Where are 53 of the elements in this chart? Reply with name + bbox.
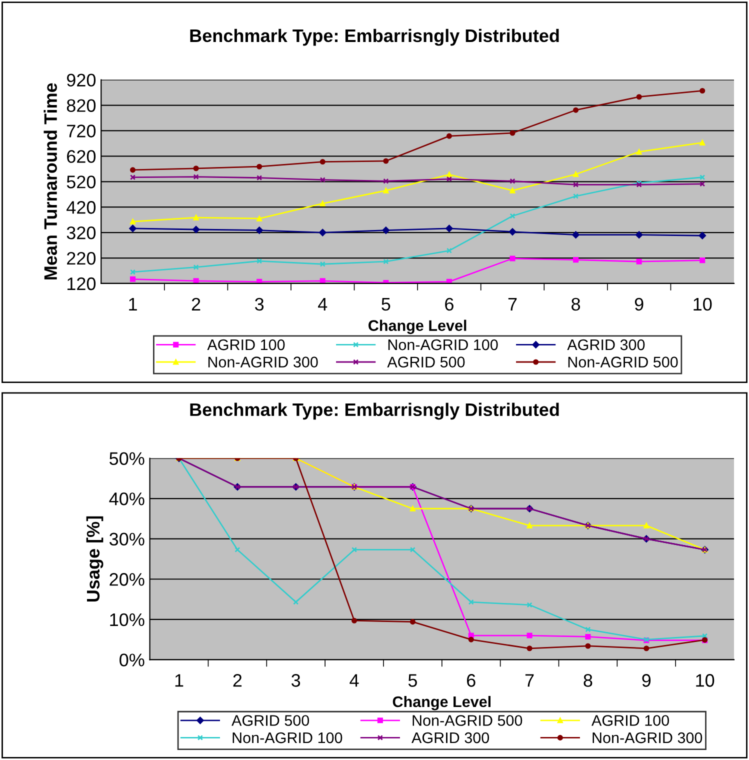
y-tick-label: 620: [67, 150, 96, 163]
x-tick-label: 10: [696, 674, 714, 687]
y-tick-label: 720: [67, 124, 96, 138]
x-tick-label: 2: [233, 674, 242, 687]
y-tick-label: 0%: [120, 654, 144, 666]
y-tick-label: 420: [66, 201, 96, 214]
x-tick-label: 9: [634, 298, 644, 311]
y-tick-label: 30%: [109, 532, 144, 546]
y-tick-label: 50%: [110, 452, 144, 465]
legend-label: Non-AGRID 100: [232, 732, 342, 744]
x-tick-label: 3: [292, 674, 300, 687]
y-tick-label: 820: [66, 99, 96, 112]
legend-label: AGRID 300: [412, 732, 490, 744]
legend-label: Non-AGRID 300: [592, 732, 702, 744]
x-tick-label: 2: [192, 298, 200, 310]
y-tick-label: 20%: [110, 573, 144, 586]
x-tick-label: 7: [525, 674, 534, 687]
x-tick-label: 5: [382, 298, 390, 311]
legend-label: Non-AGRID 100: [388, 339, 498, 350]
y-tick-label: 40%: [109, 492, 144, 506]
x-tick-label: 5: [408, 674, 417, 687]
y-tick-label: 220: [67, 252, 96, 265]
chart-title: Benchmark Type: Embarrisngly Distributed: [190, 402, 559, 420]
x-tick-label: 4: [350, 674, 359, 687]
legend-label: Non-AGRID 500: [412, 715, 522, 726]
x-axis-title: Change Level: [392, 696, 490, 710]
x-tick-label: 8: [584, 674, 592, 687]
x-tick-label: 4: [318, 298, 328, 310]
chart-title: Benchmark Type: Embarrisngly Distributed: [190, 28, 559, 46]
x-tick-label: 3: [255, 298, 264, 311]
y-tick-label: 520: [66, 176, 96, 188]
x-tick-label: 6: [467, 674, 476, 687]
x-tick-label: 9: [642, 674, 651, 687]
legend-label: AGRID 300: [567, 339, 645, 350]
legend-label: AGRID 100: [592, 715, 670, 726]
legend-label: AGRID 500: [232, 715, 310, 726]
x-tick-label: 7: [508, 298, 517, 310]
legend-label: AGRID 100: [207, 339, 285, 350]
x-tick-label: 1: [175, 674, 184, 687]
x-tick-label: 6: [445, 298, 454, 311]
x-tick-label: 1: [129, 298, 137, 310]
y-axis-title: Usage [%]: [86, 516, 104, 602]
x-axis-title: Change Level: [368, 320, 466, 334]
x-tick-label: 8: [572, 298, 580, 311]
x-tick-label: 10: [694, 298, 712, 311]
legend-label: Non-AGRID 500: [568, 356, 678, 368]
y-tick-label: 10%: [110, 613, 144, 626]
y-tick-label: 320: [66, 226, 96, 240]
y-tick-label: 920: [66, 74, 96, 87]
y-axis-title: Mean Turnaround Time: [44, 83, 58, 280]
y-tick-label: 120: [68, 277, 96, 290]
legend-label: AGRID 500: [387, 356, 465, 368]
legend-label: Non-AGRID 300: [208, 356, 318, 368]
